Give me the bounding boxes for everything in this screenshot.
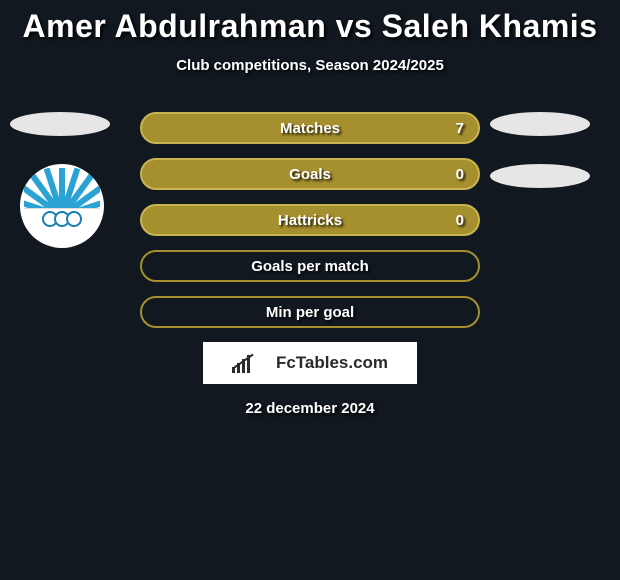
stat-row-goals: Goals 0 xyxy=(140,158,480,190)
right-player-column xyxy=(490,112,600,216)
stat-row-goals-per-match: Goals per match xyxy=(140,250,480,282)
comparison-content: Matches 7 Goals 0 Hattricks 0 Goals per … xyxy=(0,112,620,417)
stat-row-matches: Matches 7 xyxy=(140,112,480,144)
stat-label: Hattricks xyxy=(278,212,342,229)
stat-row-hattricks: Hattricks 0 xyxy=(140,204,480,236)
left-player-oval xyxy=(10,112,110,136)
page-title: Amer Abdulrahman vs Saleh Khamis xyxy=(0,0,620,45)
left-club-badge xyxy=(20,164,104,248)
badge-lower xyxy=(24,208,100,244)
watermark: FcTables.com xyxy=(203,342,417,384)
stat-label: Matches xyxy=(280,120,340,137)
stat-label: Min per goal xyxy=(266,304,354,321)
stat-bars: Matches 7 Goals 0 Hattricks 0 Goals per … xyxy=(140,112,480,417)
stat-label: Goals xyxy=(289,166,331,183)
right-player-oval-1 xyxy=(490,112,590,136)
stat-right-value: 0 xyxy=(456,166,464,183)
watermark-text: FcTables.com xyxy=(276,353,388,373)
left-player-column xyxy=(10,112,120,248)
stat-right-value: 0 xyxy=(456,212,464,229)
stat-label: Goals per match xyxy=(251,258,369,275)
subtitle: Club competitions, Season 2024/2025 xyxy=(0,57,620,74)
stat-right-value: 7 xyxy=(456,120,464,137)
chart-icon xyxy=(232,353,272,373)
stat-row-min-per-goal: Min per goal xyxy=(140,296,480,328)
right-player-oval-2 xyxy=(490,164,590,188)
date-text: 22 december 2024 xyxy=(140,400,480,417)
